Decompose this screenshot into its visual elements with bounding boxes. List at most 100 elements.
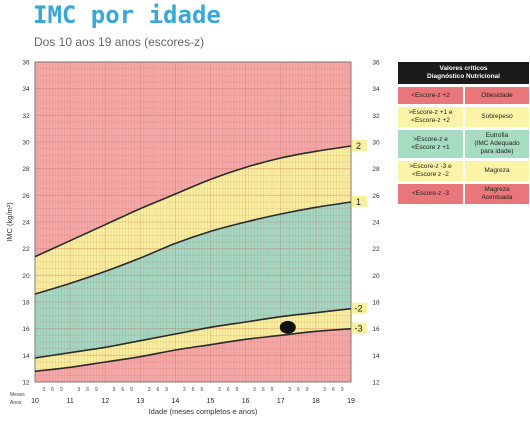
month-tick-label: 3 — [323, 387, 326, 393]
legend-criterion: >Escore-z e <Escore z +1 — [398, 130, 463, 158]
y-tick-label-left: 34 — [22, 86, 30, 93]
plot-frame — [34, 61, 352, 383]
curve-label-bg — [352, 196, 367, 207]
month-tick-label: 6 — [51, 387, 54, 393]
y-tick-label-left: 14 — [22, 353, 30, 360]
legend-diagnosis: Sobrepeso — [465, 107, 529, 127]
month-tick-label: 9 — [95, 387, 98, 393]
x-tick-label: 12 — [101, 398, 109, 405]
y-tick-label-left: 32 — [22, 113, 30, 120]
y-tick-label-right: 32 — [372, 113, 380, 120]
zone-thinness — [35, 308, 351, 372]
y-tick-label-left: 24 — [22, 220, 30, 227]
legend-diagnosis: Eutrofia (IMC Adequado para idade) — [465, 130, 529, 158]
curve-label: -3 — [354, 324, 362, 334]
y-tick-label-left: 22 — [22, 246, 30, 253]
y-tick-label-right: 28 — [372, 166, 380, 173]
x-tick-label: 16 — [242, 398, 250, 405]
legend-title-line: Valores críticos — [439, 65, 488, 72]
y-tick-label-right: 36 — [372, 60, 380, 67]
x-tick-label: 13 — [136, 398, 144, 405]
curve-z2 — [34, 145, 352, 258]
zone-overweight — [35, 146, 351, 294]
month-tick-label: 3 — [253, 387, 256, 393]
y-tick-label-right: 24 — [372, 220, 380, 227]
curve-z1 — [34, 201, 352, 295]
months-caption: Meses — [10, 392, 25, 398]
y-tick-label-right: 14 — [372, 353, 380, 360]
month-tick-label: 3 — [77, 387, 80, 393]
y-tick-label-right: 12 — [372, 380, 380, 387]
month-tick-label: 6 — [121, 387, 124, 393]
y-axis-label: IMC (kg/m²) — [5, 202, 14, 242]
month-tick-label: 3 — [183, 387, 186, 393]
years-caption: Anos — [10, 400, 22, 406]
month-tick-label: 3 — [113, 387, 116, 393]
x-tick-label: 18 — [312, 398, 320, 405]
legend-row: >Escore-z -3 e <Escore z -2 Magreza — [398, 161, 529, 181]
curve-label: 2 — [356, 141, 361, 151]
legend-diagnosis: Magreza Acentuada — [465, 184, 529, 204]
diagnosis-legend: Valores críticos Diagnóstico Nutricional … — [398, 62, 529, 204]
legend-row: <Escore-z +2 Obesidade — [398, 87, 529, 104]
curve-label: -2 — [354, 304, 362, 314]
x-tick-label: 17 — [277, 398, 285, 405]
legend-criterion: <Escore-z +2 — [398, 87, 463, 104]
legend-row: <Escore-z -3 Magreza Acentuada — [398, 184, 529, 204]
month-tick-label: 9 — [200, 387, 203, 393]
y-tick-label-right: 20 — [372, 273, 380, 280]
month-tick-label: 6 — [297, 387, 300, 393]
chart-title: IMC por idade — [33, 1, 221, 29]
month-tick-label: 9 — [306, 387, 309, 393]
y-tick-label-left: 26 — [22, 193, 30, 200]
month-tick-label: 6 — [227, 387, 230, 393]
curve-label: 1 — [356, 197, 361, 207]
legend-title-line: Diagnóstico Nutricional — [427, 73, 500, 80]
y-tick-label-right: 30 — [372, 140, 380, 147]
legend-criterion: >Escore-z +1 e <Escore-z +2 — [398, 107, 463, 127]
month-tick-label: 6 — [156, 387, 159, 393]
legend-diagnosis: Obesidade — [465, 87, 529, 104]
month-tick-label: 9 — [165, 387, 168, 393]
x-axis-label: Idade (meses completos e anos) — [149, 407, 258, 416]
legend-row: >Escore-z e <Escore z +1 Eutrofia (IMC Adeq… — [398, 130, 529, 158]
month-tick-label: 9 — [271, 387, 274, 393]
x-tick-label: 14 — [172, 398, 180, 405]
month-tick-label: 9 — [235, 387, 238, 393]
y-tick-label-left: 18 — [22, 300, 30, 307]
month-tick-label: 3 — [42, 387, 45, 393]
legend-criterion: >Escore-z -3 e <Escore z -2 — [398, 161, 463, 181]
month-tick-label: 9 — [130, 387, 133, 393]
y-tick-label-right: 18 — [372, 300, 380, 307]
chart-subtitle: Dos 10 aos 19 anos (escores-z) — [34, 35, 205, 49]
zone-normal — [35, 202, 351, 358]
y-tick-label-right: 34 — [372, 86, 380, 93]
y-tick-label-left: 16 — [22, 326, 30, 333]
legend-row: >Escore-z +1 e <Escore-z +2 Sobrepeso — [398, 107, 529, 127]
curve-zminus2 — [34, 307, 352, 359]
imc-chart: 2 1 -2 -3 12 12 14 14 16 16 18 18 20 20 22 22 24 24 26 26 28… — [5, 60, 380, 417]
curve-label-bg — [352, 322, 367, 334]
month-tick-label: 6 — [192, 387, 195, 393]
y-tick-label-left: 28 — [22, 166, 30, 173]
x-tick-label: 10 — [31, 398, 39, 405]
y-tick-label-right: 26 — [372, 193, 380, 200]
x-tick-label: 11 — [66, 398, 73, 405]
month-tick-label: 3 — [288, 387, 291, 393]
y-tick-label-left: 12 — [22, 380, 30, 387]
patient-point — [279, 320, 296, 334]
x-tick-label: 19 — [347, 398, 355, 405]
month-tick-label: 9 — [60, 387, 63, 393]
curve-label-bg — [352, 140, 367, 151]
curve-label-bg — [352, 302, 367, 314]
legend-title: Valores críticos Diagnóstico Nutricional — [398, 62, 529, 84]
y-tick-label-left: 36 — [22, 60, 30, 67]
month-tick-label: 3 — [218, 387, 221, 393]
curve-zminus3 — [34, 327, 352, 373]
y-tick-label-right: 16 — [372, 326, 380, 333]
y-tick-label-right: 22 — [372, 246, 380, 253]
month-tick-label: 3 — [148, 387, 151, 393]
month-tick-label: 6 — [86, 387, 89, 393]
month-tick-label: 9 — [341, 387, 344, 393]
y-tick-label-left: 30 — [22, 140, 30, 147]
